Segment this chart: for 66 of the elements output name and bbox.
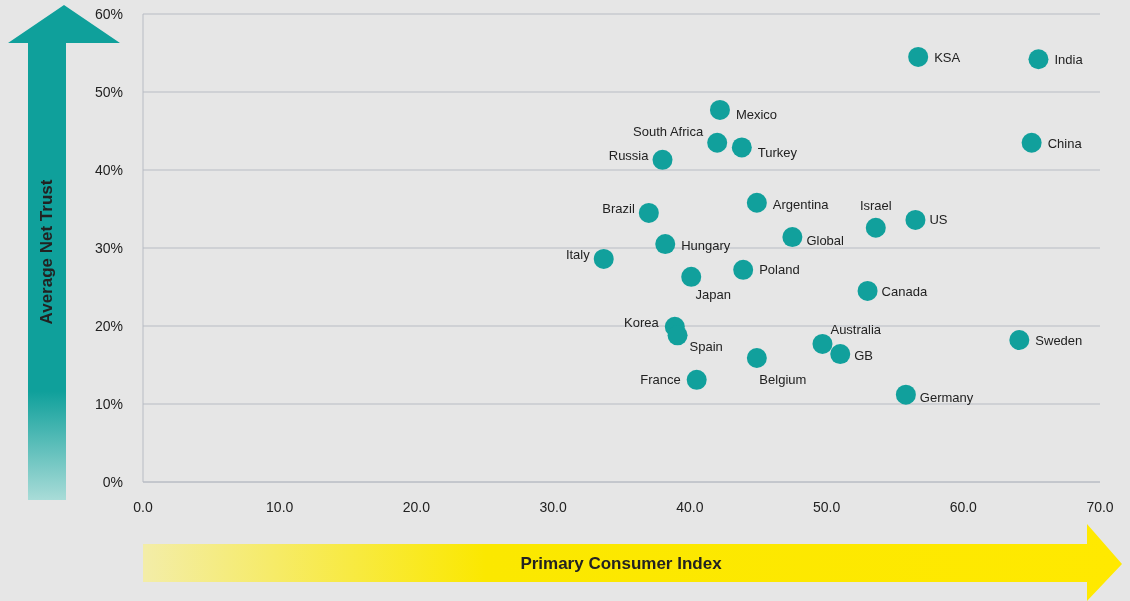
point <box>667 325 688 346</box>
y-axis-title: Average Net Trust <box>37 179 57 325</box>
series-label: Global <box>806 233 845 249</box>
y-tick-label: 50% <box>94 83 123 100</box>
y-tick-label: 40% <box>94 161 123 178</box>
point <box>638 202 659 223</box>
point <box>895 384 916 405</box>
point <box>746 347 767 368</box>
point <box>908 46 929 67</box>
series-label: Australia <box>830 321 882 337</box>
y-tick-label: 20% <box>94 317 123 334</box>
series-label: Israel <box>859 197 892 213</box>
series-label: Belgium <box>759 371 807 387</box>
series-label: Korea <box>624 314 660 330</box>
series-label: Italy <box>565 246 591 262</box>
point <box>830 344 851 365</box>
point <box>1009 330 1030 351</box>
series-label: Germany <box>919 389 974 405</box>
point <box>1021 132 1042 153</box>
point <box>812 333 833 354</box>
x-tick-label: 60.0 <box>949 498 978 515</box>
series-label: Poland <box>759 261 800 277</box>
series-label: Brazil <box>602 200 635 216</box>
point <box>865 217 886 238</box>
y-tick-label: 10% <box>94 395 123 412</box>
series-label: Mexico <box>735 106 778 122</box>
x-tick-label: 30.0 <box>539 498 567 515</box>
series-label: GB <box>854 348 874 364</box>
point <box>782 227 803 248</box>
point <box>709 99 730 120</box>
point <box>857 280 878 301</box>
point <box>707 132 728 153</box>
x-tick-label: 50.0 <box>812 498 841 515</box>
series-label: Spain <box>689 339 723 355</box>
series-label: France <box>640 371 681 387</box>
x-tick-label: 10.0 <box>266 498 294 515</box>
x-tick-label: 70.0 <box>1086 498 1114 515</box>
x-axis-title: Primary Consumer Index <box>520 554 722 574</box>
point <box>593 248 614 269</box>
x-tick-label: 40.0 <box>676 498 704 515</box>
series-label: Sweden <box>1035 333 1083 349</box>
y-tick-label: 30% <box>94 239 123 256</box>
point <box>1028 49 1049 70</box>
point <box>905 209 926 230</box>
series-label: Turkey <box>757 145 798 161</box>
series-label: Russia <box>608 147 650 163</box>
point <box>652 149 673 170</box>
point <box>686 369 707 390</box>
series-label: Hungary <box>681 238 731 254</box>
series-label: Argentina <box>772 196 830 212</box>
series-label: KSA <box>934 49 961 65</box>
point <box>655 234 676 255</box>
x-tick-label: 20.0 <box>402 498 431 515</box>
series-label: Canada <box>881 283 928 299</box>
x-tick-label: 0.0 <box>133 498 153 515</box>
series-label: India <box>1054 52 1084 68</box>
series-label: Japan <box>695 286 731 302</box>
point <box>731 137 752 158</box>
series-label: China <box>1047 135 1083 151</box>
point <box>733 259 754 280</box>
y-tick-label: 60% <box>94 5 123 22</box>
point <box>746 192 767 213</box>
y-tick-label: 0% <box>102 473 123 490</box>
point <box>681 266 702 287</box>
series-label: US <box>929 211 948 227</box>
series-label: South Africa <box>633 123 704 139</box>
